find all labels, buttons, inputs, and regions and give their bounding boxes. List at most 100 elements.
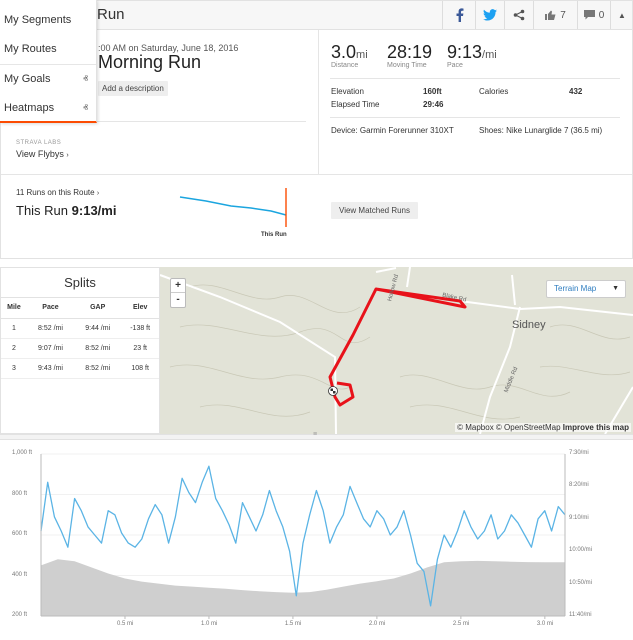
pace-line: [40, 465, 566, 607]
col-header-gap: GAP: [74, 298, 122, 319]
activity-header: Run 7 0 ▲: [0, 0, 633, 30]
comment-button[interactable]: 0: [577, 1, 610, 29]
comment-count: 0: [598, 9, 605, 21]
device-info: Device: Garmin Forerunner 310XT: [331, 126, 454, 135]
splits-panel: Splits Mile Pace GAP Elev 1 8:52 /mi 9:4…: [0, 267, 160, 434]
contour-line: [169, 364, 351, 390]
split-mile: 3: [1, 358, 27, 379]
y-left-tick-label: 600 ft: [12, 531, 28, 537]
elapsed-time-value: 29:46: [423, 100, 444, 109]
divider: [330, 117, 620, 118]
splits-header-row: Mile Pace GAP Elev: [1, 298, 159, 319]
contour-line: [539, 365, 631, 376]
pace-unit: /mi: [482, 49, 497, 61]
x-tick-label: 0.5 mi: [116, 621, 134, 627]
map-resize-handle[interactable]: ≡: [0, 431, 633, 440]
map-attribution: © Mapbox © OpenStreetMap Improve this ma…: [455, 423, 631, 432]
road: [511, 274, 516, 306]
y-left-tick-label: 800 ft: [12, 490, 28, 497]
contour-line: [189, 284, 361, 313]
view-matched-runs-button[interactable]: View Matched Runs: [331, 202, 418, 219]
dashboard-dropdown-menu: My Segments My Routes My Goals ⱏ Heatmaps…: [0, 0, 97, 123]
zoom-in-button[interactable]: +: [171, 279, 185, 293]
y-left-tick-label: 200 ft: [12, 612, 28, 618]
twitter-share-button[interactable]: [475, 1, 504, 29]
table-row: 3 9:43 /mi 8:52 /mi 108 ft: [1, 358, 159, 379]
caret-down-icon: ▼: [612, 285, 619, 292]
activity-datetime: :00 AM on Saturday, June 18, 2016: [98, 43, 239, 53]
menu-item-label: Heatmaps: [4, 102, 55, 114]
y-left-tick-label: 1,000 ft: [12, 450, 33, 456]
contour-line: [409, 404, 521, 420]
more-actions-button[interactable]: ▲: [610, 1, 633, 29]
comment-icon: [583, 10, 595, 20]
share-icon: [513, 9, 525, 21]
split-gap: 9:44 /mi: [74, 318, 122, 339]
y-right-tick-label: 10:50/mi: [569, 579, 593, 586]
facebook-icon: [456, 8, 463, 22]
menu-item-label: My Segments: [4, 14, 72, 26]
y-right-tick-label: 10:00/mi: [569, 547, 593, 554]
menu-item-label: My Routes: [4, 43, 57, 55]
menu-item-heatmaps[interactable]: Heatmaps ⱏ: [0, 94, 96, 123]
pace-value: 9:13: [447, 42, 483, 62]
y-right-tick-label: 8:20/mi: [569, 482, 589, 489]
menu-item-my-routes[interactable]: My Routes: [0, 35, 96, 64]
col-header-mile: Mile: [1, 298, 27, 319]
table-row: 2 9:07 /mi 8:52 /mi 23 ft: [1, 338, 159, 359]
activity-name[interactable]: Morning Run: [98, 52, 202, 72]
map-type-select[interactable]: Terrain Map ▼: [546, 280, 626, 298]
strava-labs-label: STRAVA LABS: [16, 140, 62, 146]
split-gap: 8:52 /mi: [74, 338, 122, 359]
facebook-share-button[interactable]: [442, 1, 475, 29]
stat-distance: 3.0mi Distance: [331, 42, 368, 69]
split-pace: 9:43 /mi: [26, 358, 75, 379]
distance-unit: mi: [356, 49, 368, 61]
menu-item-label: My Goals: [4, 73, 51, 85]
distance-value: 3.0: [331, 42, 357, 62]
route-comparison-sparkline: [179, 188, 287, 227]
route-runs-line: [179, 196, 287, 216]
elevation-area: [41, 559, 565, 616]
chevron-right-icon: ›: [66, 152, 69, 159]
runs-on-route-link[interactable]: 11 Runs on this Route ›: [16, 188, 99, 197]
menu-item-my-segments[interactable]: My Segments: [0, 6, 96, 35]
x-tick-label: 3.0 mi: [536, 621, 554, 627]
divider: [318, 30, 319, 174]
view-flybys-link[interactable]: View Flybys ›: [16, 149, 69, 159]
zoom-out-button[interactable]: -: [176, 294, 180, 305]
route-map[interactable]: Hollow Rd Blake Rd Middle Rd + - Terrain…: [160, 267, 633, 434]
add-description-button[interactable]: Add a description: [98, 81, 168, 96]
shoes-info[interactable]: Shoes: Nike Lunarglide 7 (36.5 mi): [479, 126, 603, 135]
osm-attribution-link[interactable]: © OpenStreetMap: [495, 423, 561, 432]
share-button[interactable]: [504, 1, 533, 29]
y-right-tick-label: 9:10/mi: [569, 514, 589, 521]
start-flag-icon: [328, 386, 338, 396]
col-header-pace: Pace: [26, 298, 75, 319]
road: [375, 267, 397, 273]
divider: [330, 78, 620, 79]
split-mile: 2: [1, 338, 27, 359]
x-tick-label: 1.5 mi: [284, 621, 302, 627]
improve-map-link[interactable]: Improve this map: [562, 423, 629, 432]
map-terrain: [160, 267, 633, 434]
road: [479, 306, 521, 434]
kudos-button[interactable]: 7: [533, 1, 577, 29]
x-tick-label: 2.0 mi: [368, 621, 386, 627]
map-place-label: Sidney: [512, 319, 546, 331]
stat-pace: 9:13/mi Pace: [447, 42, 497, 69]
thumbs-up-icon: [545, 10, 556, 20]
stat-moving-time: 28:19 Moving Time: [387, 42, 432, 69]
menu-item-my-goals[interactable]: My Goals ⱏ: [0, 65, 96, 94]
y-left-tick-label: 400 ft: [12, 571, 28, 578]
calories-label: Calories: [479, 87, 509, 96]
col-header-elev: Elev: [121, 298, 159, 319]
split-elev: 108 ft: [121, 358, 159, 379]
menu-divider: [0, 64, 96, 65]
elevation-value: 160ft: [423, 87, 442, 96]
this-run-marker-label: This Run: [261, 232, 287, 238]
activity-summary: :00 AM on Saturday, June 18, 2016 Mornin…: [0, 30, 633, 259]
elevation-pace-chart[interactable]: 1,000 ft 800 ft 600 ft 400 ft 200 ft 7:30/mi 8…: [0, 441, 633, 640]
kudos-count: 7: [560, 9, 566, 21]
mapbox-attribution-link[interactable]: © Mapbox: [457, 423, 494, 432]
